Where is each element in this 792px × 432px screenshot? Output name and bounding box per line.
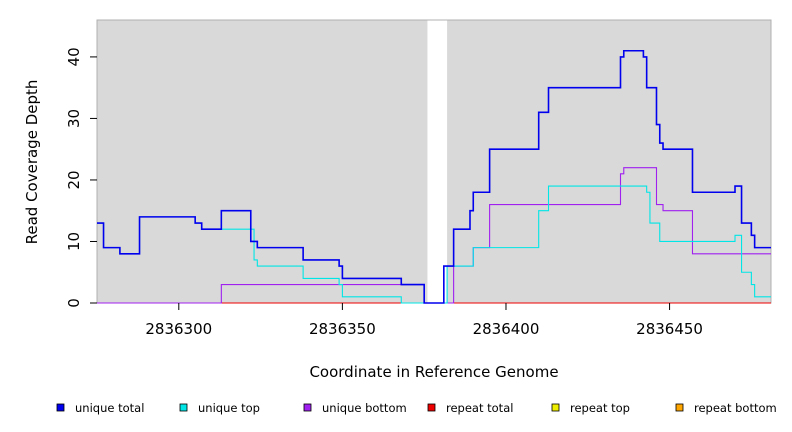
x-tick-label: 2836300 <box>145 320 212 338</box>
legend: unique total unique top unique bottom repea… <box>56 401 777 415</box>
legend-swatch-unique-bottom <box>303 403 312 412</box>
y-tick-label: 20 <box>65 170 83 189</box>
legend-swatch-unique-total <box>56 403 65 412</box>
x-tick-label: 2836450 <box>636 320 703 338</box>
legend-swatch-unique-top <box>179 403 188 412</box>
series-layer <box>97 49 771 304</box>
y-tick-label: 30 <box>65 109 83 128</box>
legend-label-unique-total: unique total <box>75 401 144 415</box>
legend-swatch-repeat-total <box>427 403 436 412</box>
y-tick-label: 40 <box>65 47 83 66</box>
y-axis-title: Read Coverage Depth <box>23 80 41 245</box>
series-line-unique-total <box>97 49 771 304</box>
legend-label-unique-top: unique top <box>198 401 260 415</box>
gap-region <box>427 20 448 303</box>
x-tick-label: 2836400 <box>473 320 540 338</box>
y-tick-label: 0 <box>65 298 83 308</box>
legend-label-repeat-bottom: repeat bottom <box>694 401 777 415</box>
x-tick-label: 2836350 <box>309 320 376 338</box>
legend-swatch-repeat-top <box>551 403 560 412</box>
y-tick-label: 10 <box>65 232 83 251</box>
x-axis-title: Coordinate in Reference Genome <box>309 363 558 381</box>
x-axis: 2836300 2836350 2836400 2836450 <box>145 303 703 338</box>
legend-label-repeat-total: repeat total <box>446 401 513 415</box>
y-axis: 0 10 20 30 40 <box>65 47 97 308</box>
legend-swatch-repeat-bottom <box>675 403 684 412</box>
legend-label-unique-bottom: unique bottom <box>322 401 407 415</box>
legend-label-repeat-top: repeat top <box>570 401 630 415</box>
